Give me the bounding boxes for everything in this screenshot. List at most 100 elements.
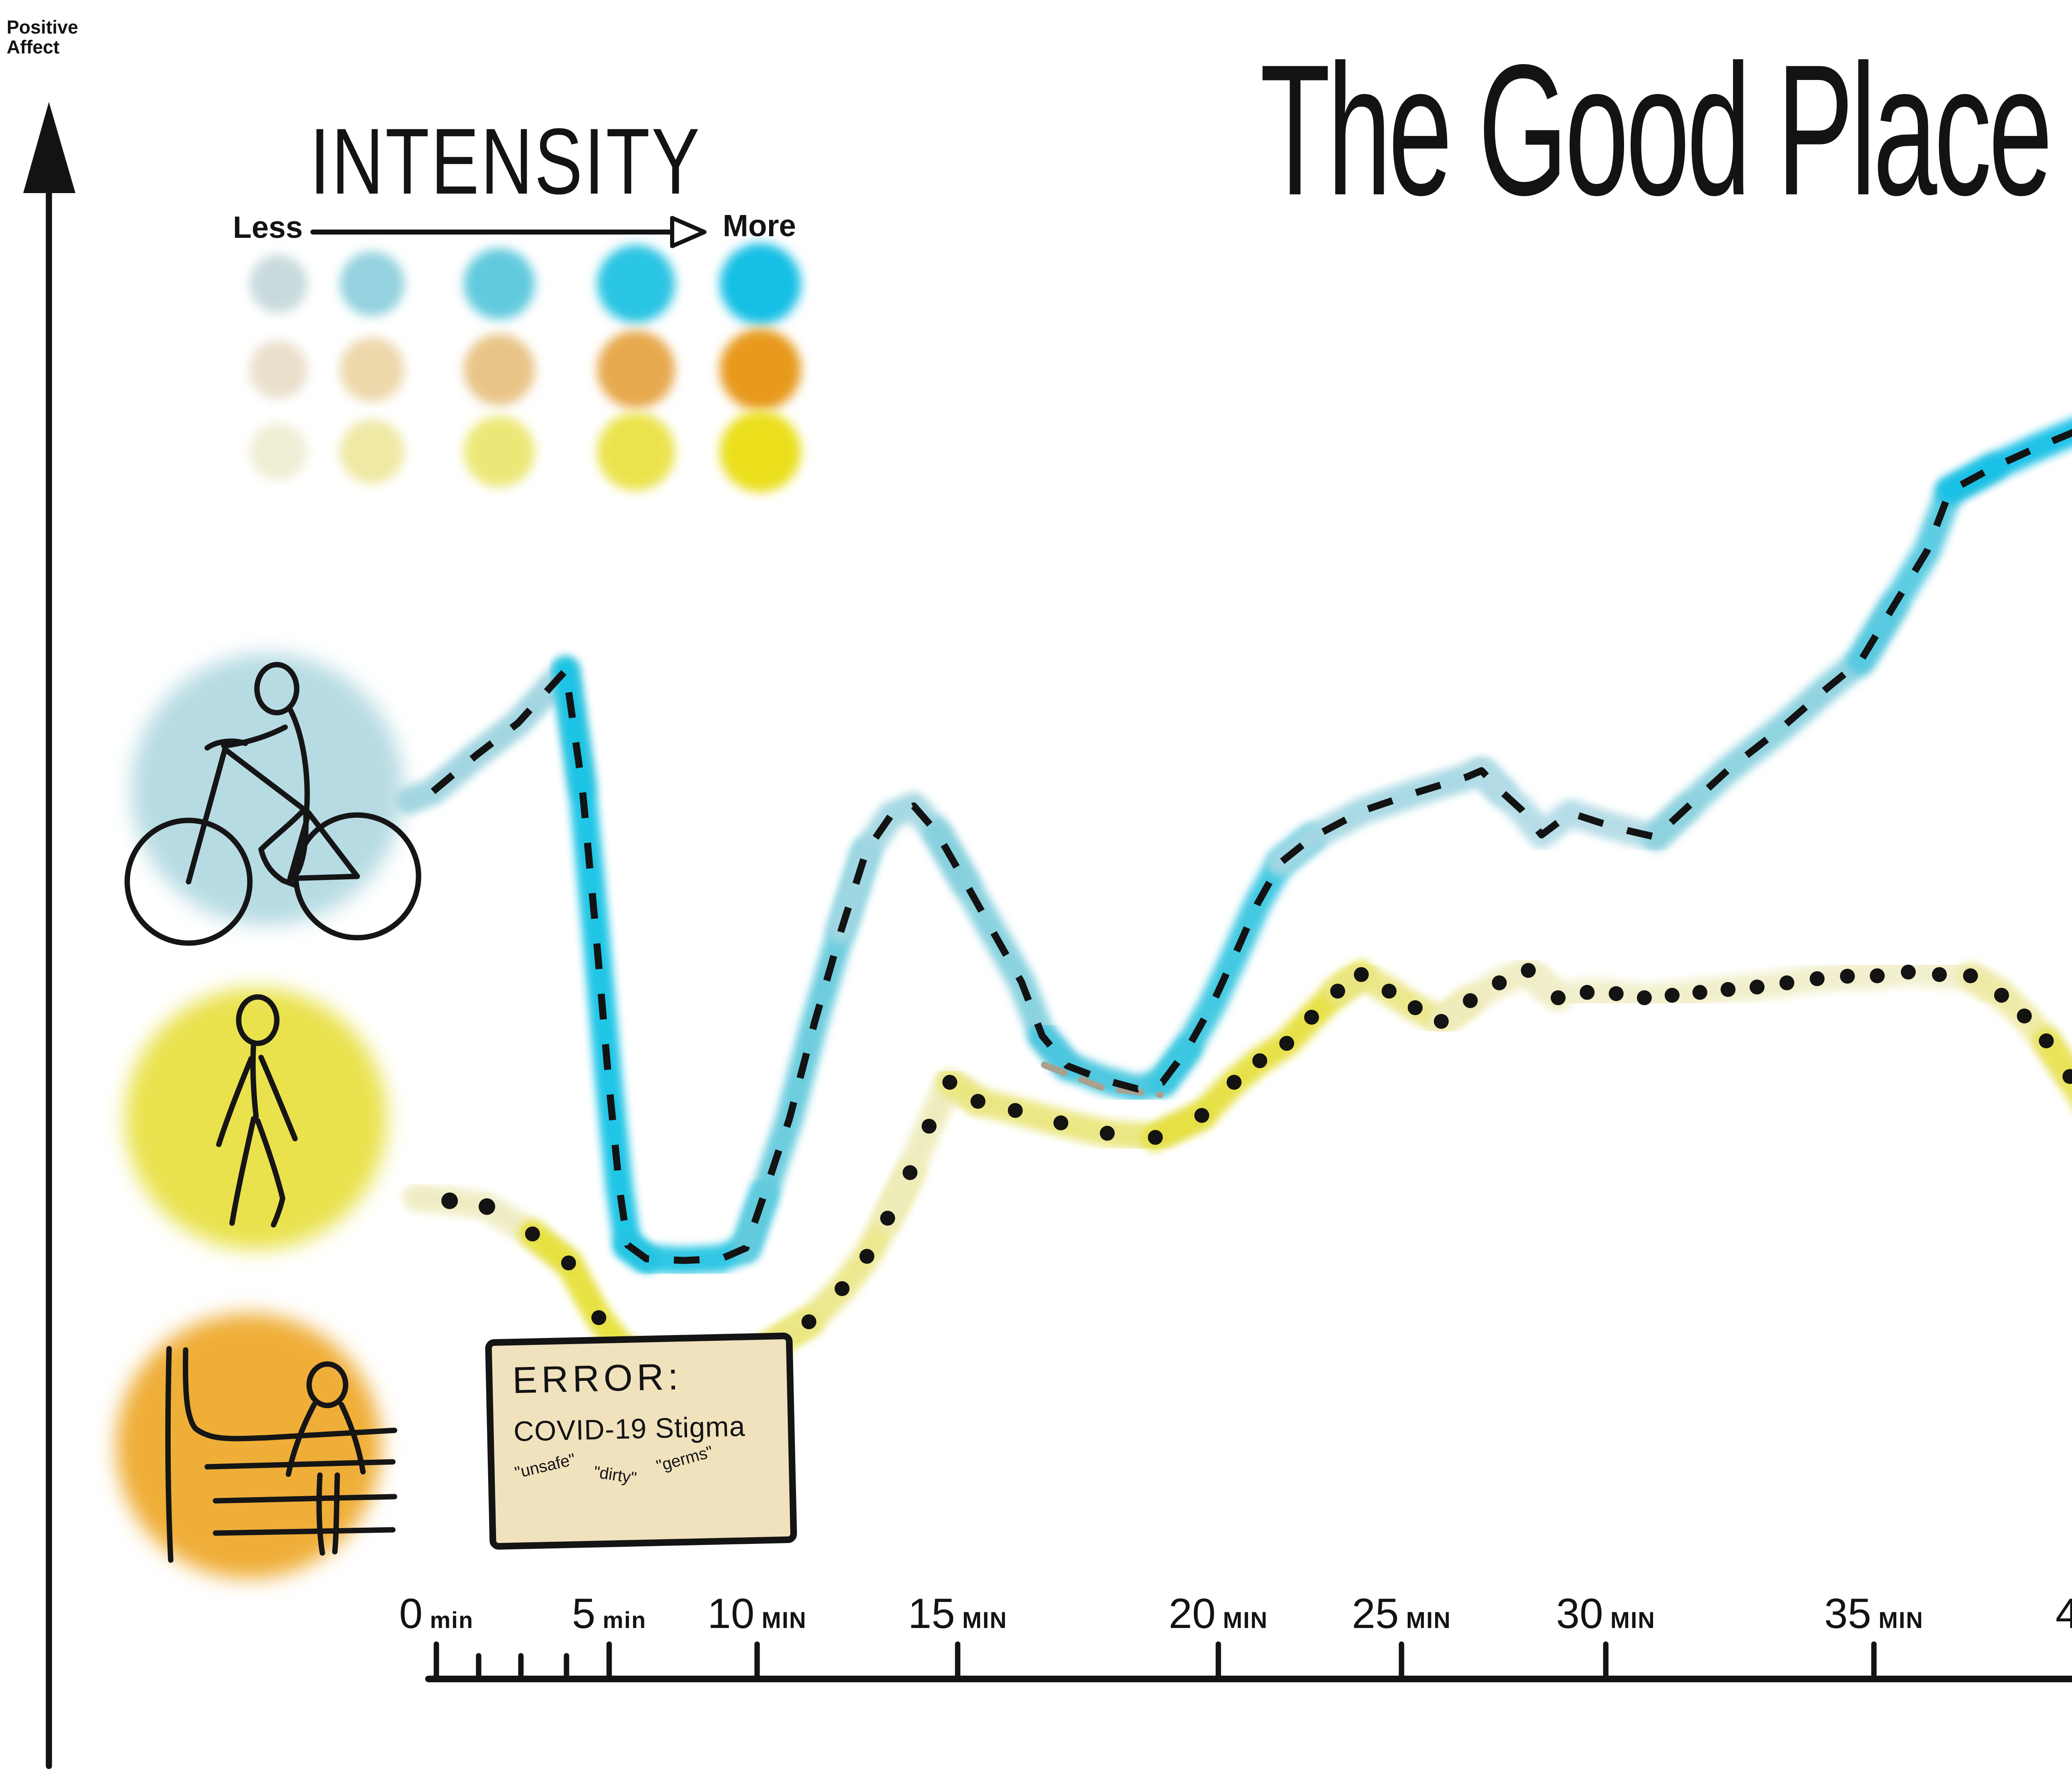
- walking-dot: [801, 1314, 816, 1329]
- cycling-dashed-line: [431, 429, 2072, 1264]
- walking-dot: [2017, 1009, 2032, 1023]
- walking-icon-art: [216, 994, 298, 1228]
- error-title: ERROR:: [512, 1356, 683, 1401]
- walking-dot: [1194, 1108, 1209, 1123]
- walking-dot: [1304, 1010, 1319, 1025]
- cycling-intensity-dot-5: [720, 243, 801, 324]
- walking-dot: [2039, 1033, 2054, 1048]
- tick-unit: MIN: [1871, 1607, 1924, 1633]
- walking-dot: [1252, 1053, 1267, 1068]
- page-title: The Good Place Maps: [1260, 25, 2072, 234]
- walking-dot: [859, 1249, 874, 1264]
- tick-unit: MIN: [1399, 1607, 1451, 1633]
- stigma-word-dirty: "dirty": [592, 1463, 638, 1488]
- x-tick-label-30min: 30 MIN: [1519, 1589, 1693, 1638]
- cycling-icon-blob: [131, 653, 403, 925]
- tick-unit: min: [422, 1607, 474, 1633]
- walking-dot: [1100, 1126, 1115, 1141]
- y-axis-arrowhead-icon: [23, 102, 75, 193]
- tick-number: 20: [1169, 1590, 1216, 1637]
- cycling-intensity-dot-1: [249, 255, 307, 313]
- legend-more-label: More: [723, 208, 796, 243]
- transit-icon-blob: [116, 1313, 381, 1579]
- walking-dot: [1870, 968, 1885, 983]
- walking-dot: [561, 1255, 576, 1270]
- walking-dot: [1637, 990, 1652, 1005]
- walking-dot: [1551, 990, 1566, 1005]
- walking-dot: [1692, 985, 1707, 1000]
- x-tick-label-0min: 0 min: [349, 1589, 523, 1638]
- walking-dot: [922, 1119, 937, 1134]
- transit-intensity-dot-1: [249, 341, 307, 399]
- tick-unit: MIN: [754, 1607, 807, 1633]
- tick-unit: MIN: [1603, 1607, 1656, 1633]
- walking-dot: [1721, 982, 1736, 997]
- x-tick-label-20min: 20 MIN: [1131, 1589, 1305, 1638]
- walking-intensity-dot-2: [340, 419, 404, 484]
- error-stigma-words: "unsafe" "dirty" "germs": [513, 1442, 772, 1487]
- x-tick-label-5min: 5 min: [522, 1589, 696, 1638]
- legend-arrowhead-icon: [670, 216, 707, 248]
- stigma-word-germs: "germs": [654, 1442, 715, 1476]
- walking-dot: [1492, 975, 1507, 990]
- x-tick-label-25min: 25 MIN: [1314, 1589, 1489, 1638]
- transit-intensity-dot-2: [340, 337, 404, 402]
- cycling-intensity-dot-3: [464, 248, 535, 319]
- tick-unit: min: [595, 1607, 646, 1633]
- x-tick-label-10min: 10 MIN: [670, 1589, 844, 1638]
- transit-intensity-dot-3: [464, 334, 535, 405]
- walking-dot: [1330, 984, 1345, 999]
- walking-dot: [525, 1226, 540, 1241]
- tick-number: 5: [572, 1590, 595, 1637]
- walking-dot: [1994, 988, 2009, 1003]
- y-axis-label-line1: Positive: [7, 17, 78, 38]
- overlap-gray-dashes: [1041, 1062, 1164, 1098]
- x-tick-label-40min: 40 MIN: [2018, 1589, 2072, 1638]
- walking-dot: [835, 1281, 850, 1296]
- stigma-word-unsafe: "unsafe": [513, 1450, 577, 1482]
- tick-unit: MIN: [1215, 1607, 1268, 1633]
- walking-dot: [1279, 1036, 1294, 1051]
- walking-intensity-dot-4: [597, 413, 675, 491]
- walking-dot: [1408, 1000, 1423, 1015]
- x-tick-label-35min: 35 MIN: [1787, 1589, 1961, 1638]
- walking-dot: [880, 1211, 895, 1226]
- walking-band-8: [1515, 957, 2015, 1011]
- cycling-band-12: [1936, 418, 2072, 505]
- x-tick-label-15min: 15 MIN: [871, 1589, 1045, 1638]
- walking-dot: [1609, 986, 1624, 1001]
- tick-number: 25: [1352, 1590, 1399, 1637]
- cycling-band-11: [1847, 454, 2007, 675]
- walking-dot: [1580, 985, 1595, 1000]
- tick-unit: MIN: [955, 1607, 1007, 1633]
- legend-title: INTENSITY: [310, 108, 702, 214]
- walking-dot: [971, 1094, 985, 1109]
- cycling-band-8: [1267, 757, 1516, 876]
- walking-dot: [1434, 1014, 1449, 1029]
- walking-dot: [591, 1310, 606, 1325]
- walking-dot: [441, 1193, 458, 1209]
- legend-less-label: Less: [233, 210, 303, 244]
- error-annotation-box: ERROR: COVID-19 Stigma "unsafe" "dirty" …: [485, 1332, 797, 1550]
- y-axis-label: Positive Affect: [7, 17, 78, 57]
- y-axis-label-line2: Affect: [7, 36, 60, 58]
- walking-dot: [903, 1165, 917, 1180]
- walking-intensity-dot-5: [720, 411, 801, 492]
- walking-dot: [1053, 1115, 1068, 1130]
- walking-dot: [2062, 1069, 2072, 1084]
- walking-dot: [1382, 984, 1397, 999]
- walking-dot: [1148, 1130, 1163, 1145]
- walking-intensity-dot-3: [464, 416, 535, 487]
- tick-number: 0: [399, 1590, 423, 1637]
- walking-dot: [1665, 988, 1680, 1003]
- walking-dot: [1840, 969, 1855, 984]
- transit-icon-art: [165, 1346, 397, 1563]
- walking-dot: [942, 1075, 957, 1090]
- tick-number: 40: [2055, 1590, 2072, 1637]
- cycling-intensity-dot-2: [340, 252, 404, 316]
- walking-band-10: [2033, 1027, 2072, 1107]
- walking-dot: [1354, 967, 1369, 982]
- cycling-intensity-dot-4: [597, 245, 675, 323]
